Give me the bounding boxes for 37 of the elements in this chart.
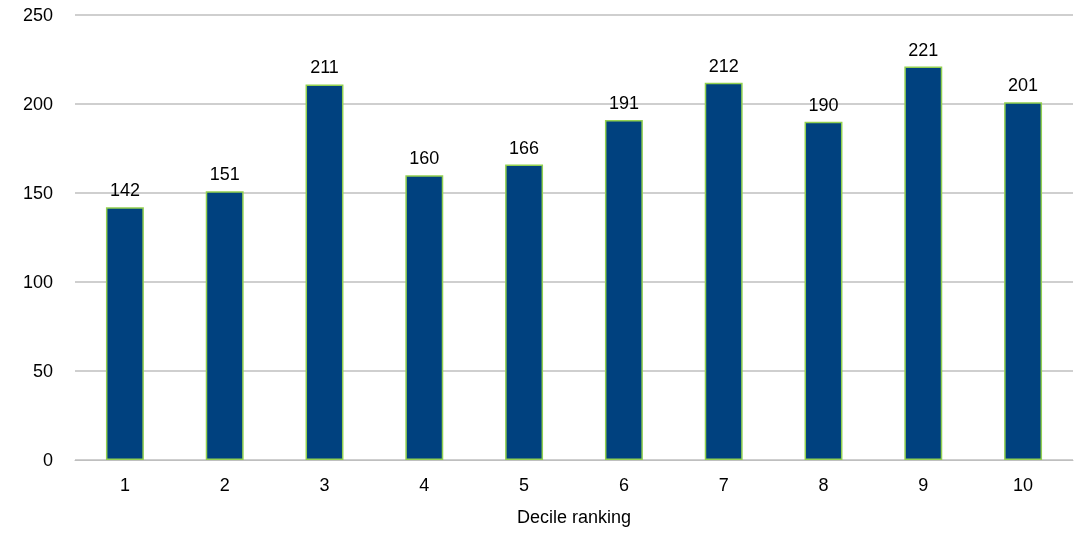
data-label: 142 [109,180,140,201]
bar [804,121,843,460]
bar [505,164,544,460]
bar [704,82,743,460]
data-label: 201 [1008,75,1039,96]
bar [105,207,144,460]
x-tick-label: 10 [1013,475,1034,495]
bar [904,66,943,460]
y-tick-label: 100 [22,272,53,292]
y-tick-label: 150 [22,183,53,203]
bar [405,175,444,460]
x-tick-label: 9 [918,475,929,495]
y-tick-label: 0 [42,450,53,470]
data-label: 160 [409,148,440,169]
x-tick-label: 4 [419,475,430,495]
data-label: 166 [509,137,540,158]
x-tick-label: 8 [818,475,829,495]
x-tick-label: 1 [119,475,130,495]
data-label: 151 [209,164,240,185]
x-tick-label: 2 [219,475,230,495]
bar [604,120,643,460]
bar [305,84,344,460]
bar [1004,102,1043,460]
x-tick-label: 6 [618,475,629,495]
y-tick-label: 200 [22,94,53,114]
x-tick-label: 5 [519,475,530,495]
data-label: 211 [310,57,339,78]
data-label: 190 [808,94,839,115]
x-tick-label: 3 [319,475,330,495]
y-tick-label: 250 [22,5,53,25]
data-label: 191 [608,93,639,114]
data-label: 212 [708,55,739,76]
x-tick-label: 7 [718,475,729,495]
y-tick-label: 50 [32,361,53,381]
data-label: 221 [908,39,939,60]
x-axis-title: Decile ranking [516,507,632,527]
bar [205,191,244,460]
